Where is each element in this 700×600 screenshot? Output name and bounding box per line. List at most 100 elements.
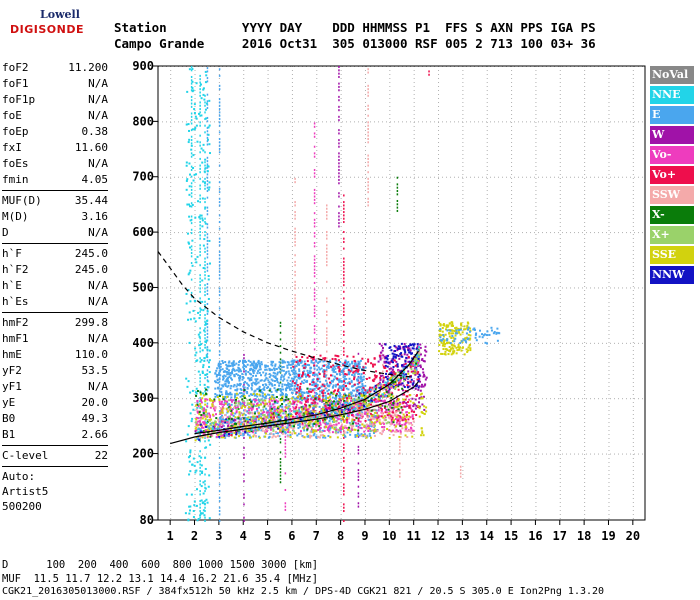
grid-dot: [535, 382, 537, 383]
grid-dot: [584, 134, 586, 135]
grid-dot: [389, 446, 391, 447]
grid-dot: [632, 314, 634, 315]
grid-dot: [364, 194, 366, 195]
grid-dot: [632, 198, 634, 199]
grid-dot: [194, 290, 196, 291]
echo-point: [338, 145, 340, 148]
echo-point: [333, 375, 336, 378]
grid-dot: [438, 318, 440, 319]
grid-dot: [286, 287, 287, 289]
echo-point: [340, 371, 343, 374]
echo-point: [218, 436, 221, 439]
echo-point: [357, 352, 360, 355]
grid-dot: [194, 450, 196, 451]
grid-dot: [608, 130, 610, 131]
grid-dot: [462, 238, 464, 239]
echo-point: [279, 388, 282, 391]
grid-dot: [378, 121, 379, 123]
grid-dot: [538, 342, 539, 344]
grid-dot: [632, 150, 634, 151]
grid-dot: [294, 342, 295, 344]
grid-dot: [632, 78, 634, 79]
echo-point: [192, 516, 195, 519]
grid-dot: [364, 146, 366, 147]
grid-dot: [316, 470, 318, 471]
echo-point: [199, 340, 201, 343]
grid-dot: [438, 138, 440, 139]
grid-dot: [514, 176, 515, 178]
grid-dot: [438, 430, 440, 431]
echo-point: [367, 104, 369, 107]
grid-dot: [267, 486, 269, 487]
grid-dot: [330, 232, 331, 234]
grid-dot: [340, 462, 342, 463]
grid-dot: [535, 126, 537, 127]
grid-dot: [462, 218, 464, 219]
grid-dot: [511, 90, 513, 91]
echo-point: [296, 385, 299, 388]
grid-dot: [316, 442, 318, 443]
grid-dot: [642, 398, 643, 400]
echo-point: [204, 284, 206, 287]
grid-dot: [413, 162, 415, 163]
grid-dot: [316, 86, 318, 87]
echo-point: [338, 75, 340, 78]
grid-dot: [340, 218, 342, 219]
echo-point: [399, 472, 401, 475]
grid-dot: [638, 453, 639, 455]
echo-point: [289, 374, 292, 377]
grid-dot: [486, 98, 488, 99]
grid-dot: [559, 330, 561, 331]
echo-point: [201, 219, 204, 222]
echo-point: [260, 374, 263, 377]
grid-dot: [610, 453, 611, 455]
grid-dot: [267, 114, 269, 115]
echo-point: [207, 439, 210, 442]
grid-dot: [486, 222, 488, 223]
grid-dot: [316, 114, 318, 115]
param-row: h`E N/A: [2, 278, 108, 294]
grid-dot: [486, 274, 488, 275]
grid-dot: [267, 270, 269, 271]
echo-point: [302, 381, 305, 384]
grid-dot: [222, 232, 223, 234]
grid-dot: [267, 442, 269, 443]
grid-dot: [194, 182, 196, 183]
grid-dot: [538, 398, 539, 400]
grid-dot: [462, 498, 464, 499]
grid-dot: [535, 90, 537, 91]
grid-dot: [511, 266, 513, 267]
grid-dot: [438, 106, 440, 107]
echo-point: [203, 502, 206, 505]
grid-dot: [291, 258, 293, 259]
grid-dot: [608, 218, 610, 219]
x-tick-label: 7: [313, 529, 320, 543]
echo-point: [294, 347, 296, 350]
grid-dot: [535, 338, 537, 339]
echo-point: [188, 68, 191, 71]
grid-dot: [535, 306, 537, 307]
echo-point: [190, 119, 193, 122]
grid-dot: [389, 226, 391, 227]
grid-dot: [230, 287, 231, 289]
grid-dot: [438, 450, 440, 451]
grid-dot: [170, 438, 172, 439]
grid-dot: [170, 74, 172, 75]
auto-line1: Auto:: [2, 470, 36, 483]
grid-dot: [291, 458, 293, 459]
grid-dot: [559, 354, 561, 355]
grid-dot: [394, 176, 395, 178]
echo-point: [256, 372, 259, 375]
echo-point: [357, 362, 360, 365]
grid-dot: [608, 114, 610, 115]
echo-point: [367, 157, 369, 160]
echo-point: [218, 197, 221, 200]
grid-dot: [554, 453, 555, 455]
param-value: N/A: [88, 279, 108, 292]
grid-dot: [243, 346, 245, 347]
echo-point: [218, 483, 221, 486]
grid-dot: [586, 287, 587, 289]
grid-dot: [364, 254, 366, 255]
echo-point: [185, 179, 188, 182]
echo-point: [298, 368, 301, 371]
